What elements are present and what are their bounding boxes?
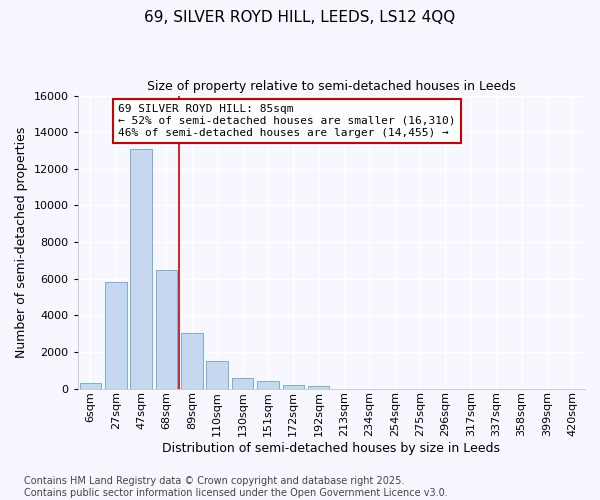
- Text: 69, SILVER ROYD HILL, LEEDS, LS12 4QQ: 69, SILVER ROYD HILL, LEEDS, LS12 4QQ: [145, 10, 455, 25]
- Bar: [105, 282, 127, 389]
- Bar: [283, 385, 304, 388]
- Bar: [181, 333, 203, 388]
- Bar: [156, 270, 177, 388]
- Y-axis label: Number of semi-detached properties: Number of semi-detached properties: [15, 126, 28, 358]
- Bar: [206, 361, 228, 388]
- Bar: [80, 383, 101, 388]
- Bar: [308, 386, 329, 388]
- Bar: [257, 382, 279, 388]
- Bar: [130, 148, 152, 388]
- Text: 69 SILVER ROYD HILL: 85sqm
← 52% of semi-detached houses are smaller (16,310)
46: 69 SILVER ROYD HILL: 85sqm ← 52% of semi…: [118, 104, 456, 138]
- Bar: [232, 378, 253, 388]
- Title: Size of property relative to semi-detached houses in Leeds: Size of property relative to semi-detach…: [147, 80, 516, 93]
- X-axis label: Distribution of semi-detached houses by size in Leeds: Distribution of semi-detached houses by …: [163, 442, 500, 455]
- Text: Contains HM Land Registry data © Crown copyright and database right 2025.
Contai: Contains HM Land Registry data © Crown c…: [24, 476, 448, 498]
